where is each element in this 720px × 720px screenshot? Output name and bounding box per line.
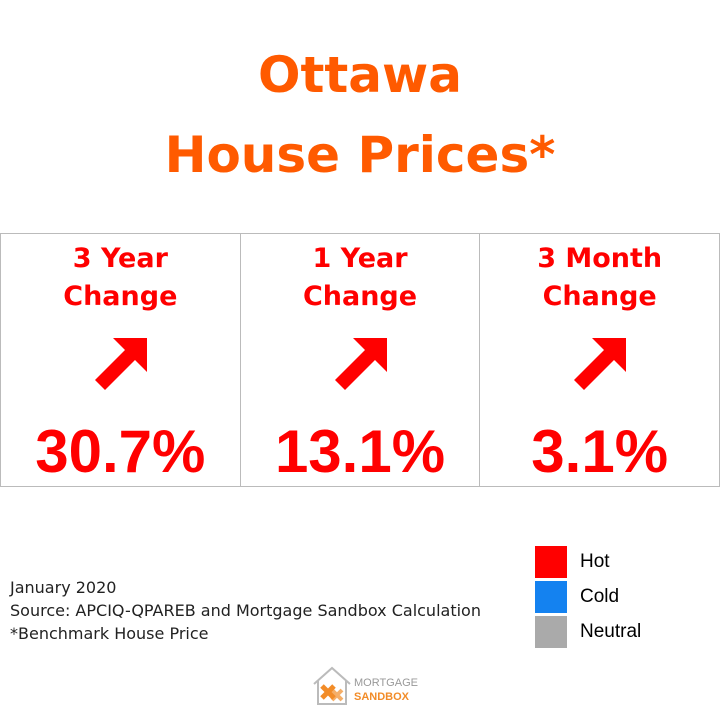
change-card: 3 Year Change 30.7% — [1, 234, 241, 486]
arrow-shape — [95, 338, 147, 390]
legend-label: Hot — [580, 551, 610, 572]
change-card: 1 Year Change 13.1% — [241, 234, 481, 486]
legend-label: Neutral — [580, 621, 642, 642]
logo-text: MORTGAGE — [354, 677, 418, 689]
title-line: Ottawa — [258, 46, 462, 104]
change-card: 3 Month Change 3.1% — [480, 234, 719, 486]
legend-label: Cold — [580, 586, 620, 607]
card-label: 3 Year — [72, 243, 168, 274]
card-label: 1 Year — [312, 243, 408, 274]
legend-swatch — [535, 581, 567, 613]
legend-swatch — [535, 616, 567, 648]
card-label: Change — [542, 281, 657, 312]
up-arrow — [574, 338, 627, 390]
note-line: January 2020 — [10, 578, 117, 597]
note-line: *Benchmark House Price — [10, 624, 209, 643]
change-value: 30.7% — [35, 418, 206, 485]
logo-text: SANDBOX — [354, 691, 410, 703]
change-value: 3.1% — [531, 418, 669, 485]
change-value: 13.1% — [274, 418, 446, 485]
card-label: Change — [302, 281, 418, 312]
card-label: Change — [63, 281, 178, 312]
change-table: 3 Year Change 30.7% 1 Year Change 13.1% 3 Mont… — [0, 233, 720, 487]
arrow-shape — [574, 338, 627, 390]
card-label: 3 Month — [537, 243, 663, 274]
legend-swatch — [535, 546, 567, 578]
up-arrow — [95, 338, 147, 390]
arrow-shape — [334, 338, 387, 390]
logo: MORTGAGE SANDBOX — [310, 662, 420, 714]
up-arrow — [334, 338, 387, 390]
logo-mark: MORTGAGE SANDBOX — [313, 666, 418, 705]
title-line: House Prices* — [164, 126, 556, 184]
note-line: Source: APCIQ-QPAREB and Mortgage Sandbo… — [10, 601, 481, 620]
